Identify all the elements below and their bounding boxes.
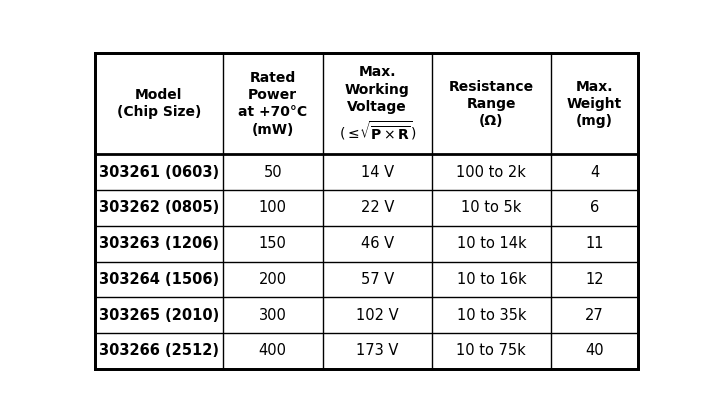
Text: 173 V: 173 V	[356, 344, 398, 358]
Text: 10 to 35k: 10 to 35k	[457, 308, 526, 323]
Text: 303265 (2010): 303265 (2010)	[99, 308, 219, 323]
Text: Resistance
Range
(Ω): Resistance Range (Ω)	[449, 79, 534, 128]
Text: 22 V: 22 V	[360, 201, 394, 215]
Text: 40: 40	[585, 344, 604, 358]
Text: 303266 (2512): 303266 (2512)	[99, 344, 219, 358]
Text: 303261 (0603): 303261 (0603)	[99, 165, 219, 180]
Text: 14 V: 14 V	[361, 165, 394, 180]
Text: 50: 50	[263, 165, 282, 180]
Text: 100 to 2k: 100 to 2k	[456, 165, 526, 180]
Text: 12: 12	[585, 272, 604, 287]
Text: 27: 27	[585, 308, 604, 323]
Text: 46 V: 46 V	[361, 236, 394, 251]
Text: 6: 6	[590, 201, 599, 215]
Text: 10 to 5k: 10 to 5k	[461, 201, 521, 215]
Text: Max.
Working
Voltage
$(\leq\!\sqrt{\overline{\mathbf{P}\times \mathbf{R}}})$: Max. Working Voltage $(\leq\!\sqrt{\over…	[339, 65, 416, 143]
Text: Rated
Power
at +70°C
(mW): Rated Power at +70°C (mW)	[238, 71, 307, 137]
Text: 303262 (0805): 303262 (0805)	[99, 201, 219, 215]
Text: 150: 150	[259, 236, 287, 251]
Text: 303263 (1206): 303263 (1206)	[99, 236, 219, 251]
Text: 400: 400	[259, 344, 287, 358]
Text: 10 to 75k: 10 to 75k	[456, 344, 526, 358]
Text: 100: 100	[259, 201, 287, 215]
Text: 10 to 14k: 10 to 14k	[456, 236, 526, 251]
Text: Model
(Chip Size): Model (Chip Size)	[117, 88, 201, 120]
Text: 303264 (1506): 303264 (1506)	[99, 272, 219, 287]
Text: 102 V: 102 V	[356, 308, 398, 323]
Text: Max.
Weight
(mg): Max. Weight (mg)	[567, 79, 622, 128]
Text: 11: 11	[586, 236, 603, 251]
Text: 4: 4	[590, 165, 599, 180]
Text: 57 V: 57 V	[360, 272, 394, 287]
Text: 300: 300	[259, 308, 287, 323]
Text: 10 to 16k: 10 to 16k	[456, 272, 526, 287]
Text: 200: 200	[259, 272, 287, 287]
